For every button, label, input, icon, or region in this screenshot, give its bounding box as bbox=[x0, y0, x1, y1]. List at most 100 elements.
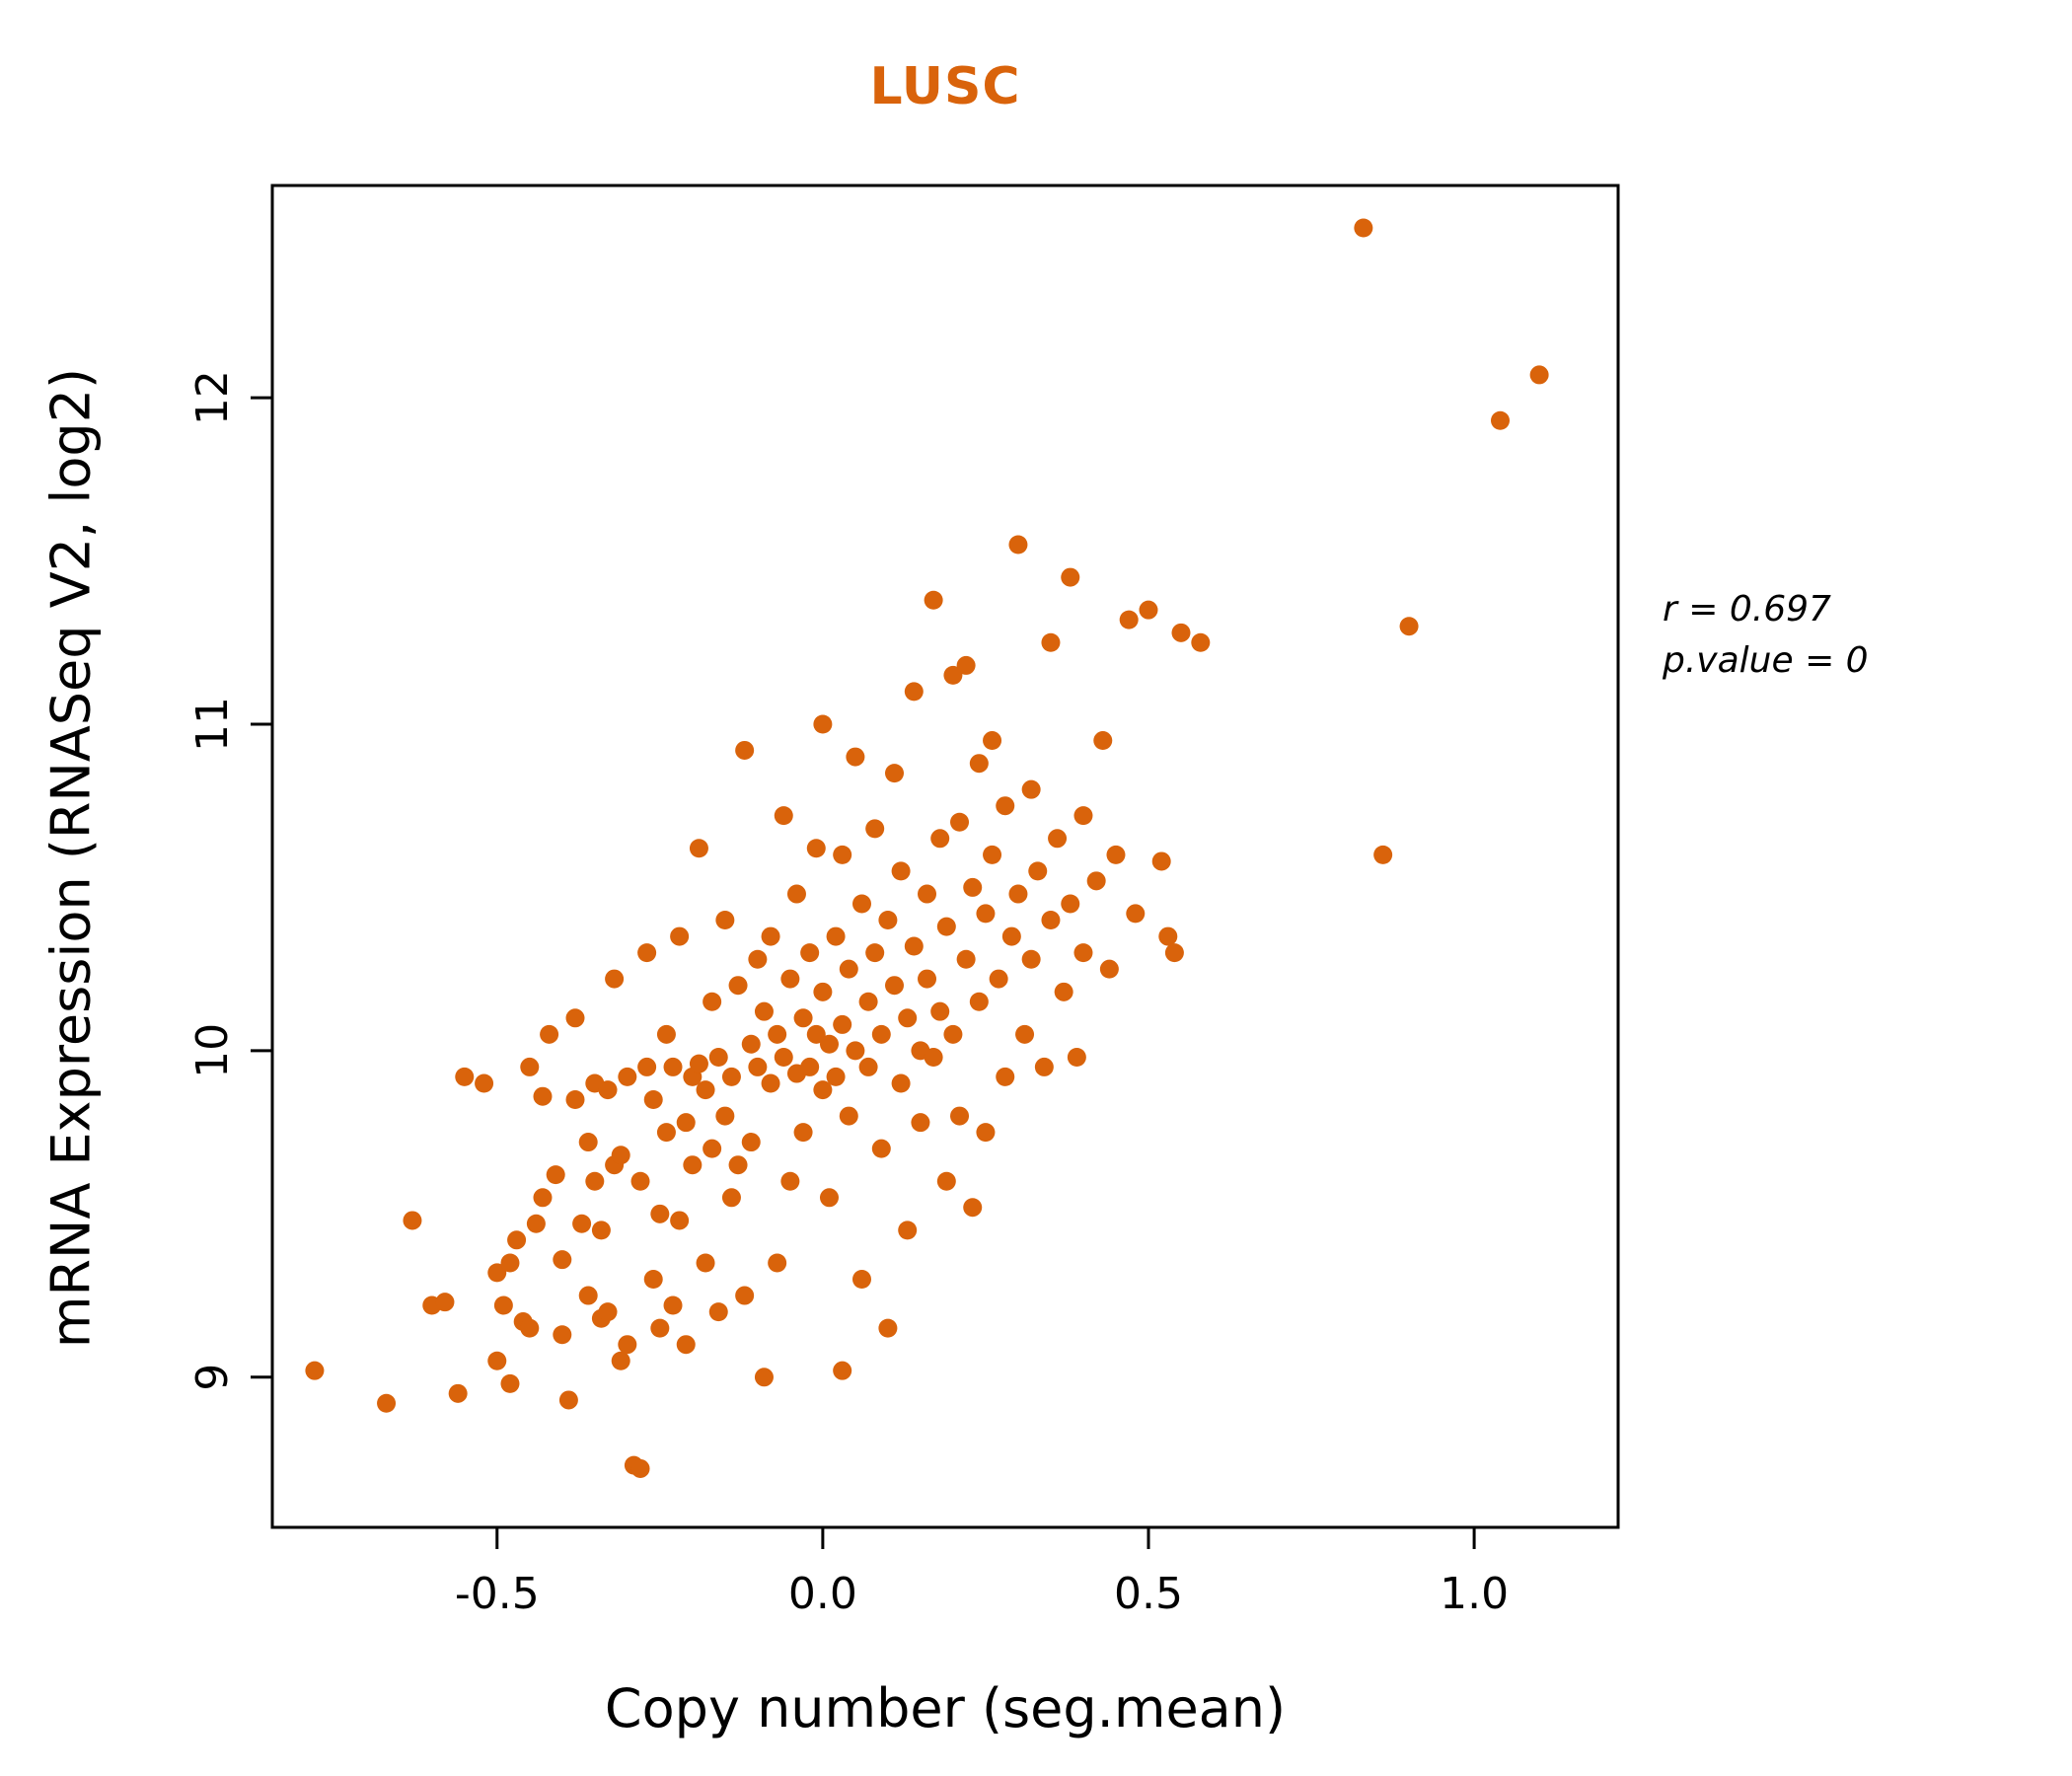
data-point bbox=[656, 1024, 676, 1044]
data-point bbox=[833, 1014, 852, 1034]
data-point bbox=[963, 877, 983, 897]
data-point bbox=[800, 1057, 820, 1076]
data-point bbox=[565, 1008, 585, 1028]
data-point bbox=[1099, 959, 1119, 979]
data-point bbox=[891, 1073, 911, 1093]
data-point bbox=[819, 1188, 839, 1208]
data-point bbox=[1106, 845, 1126, 864]
data-point bbox=[1028, 861, 1048, 881]
data-point bbox=[774, 806, 793, 826]
data-point bbox=[956, 949, 976, 969]
data-point bbox=[754, 1001, 774, 1021]
x-tick-label: 1.0 bbox=[1440, 1569, 1509, 1619]
data-point bbox=[943, 1024, 963, 1044]
data-point bbox=[1061, 894, 1080, 914]
data-point bbox=[403, 1211, 422, 1230]
data-point bbox=[754, 1368, 774, 1387]
data-point bbox=[826, 1067, 846, 1086]
data-point bbox=[983, 845, 1002, 864]
data-point bbox=[553, 1250, 572, 1270]
data-point bbox=[487, 1263, 507, 1283]
data-point bbox=[878, 911, 898, 930]
data-point bbox=[572, 1214, 592, 1233]
data-point bbox=[1191, 632, 1211, 652]
data-point bbox=[930, 1001, 950, 1021]
data-point bbox=[520, 1057, 540, 1076]
data-point bbox=[507, 1230, 527, 1250]
data-point bbox=[885, 976, 905, 996]
data-point bbox=[976, 1123, 996, 1143]
data-point bbox=[878, 1318, 898, 1338]
data-point bbox=[558, 1390, 578, 1410]
data-point bbox=[839, 959, 858, 979]
data-point bbox=[1048, 829, 1068, 849]
data-point bbox=[780, 1171, 800, 1191]
data-point bbox=[1354, 218, 1373, 238]
data-point bbox=[761, 926, 780, 946]
data-point bbox=[768, 1253, 787, 1273]
data-point bbox=[520, 1318, 540, 1338]
data-point bbox=[1067, 1048, 1086, 1068]
data-point bbox=[487, 1351, 507, 1370]
data-point bbox=[1021, 949, 1041, 969]
data-point bbox=[703, 992, 722, 1011]
data-point bbox=[663, 1057, 683, 1076]
data-point bbox=[708, 1302, 728, 1322]
data-point bbox=[1034, 1057, 1054, 1076]
data-point bbox=[611, 1351, 630, 1370]
data-point bbox=[455, 1067, 475, 1086]
data-point bbox=[813, 982, 833, 1001]
data-point bbox=[976, 904, 996, 924]
data-point bbox=[618, 1067, 637, 1086]
data-point bbox=[885, 764, 905, 783]
data-point bbox=[741, 1034, 761, 1054]
data-point bbox=[703, 1139, 722, 1158]
data-point bbox=[871, 1139, 891, 1158]
data-point bbox=[708, 1048, 728, 1068]
data-point bbox=[833, 1361, 852, 1380]
data-point bbox=[833, 845, 852, 864]
data-point bbox=[936, 1171, 956, 1191]
data-point bbox=[448, 1383, 468, 1403]
data-point bbox=[676, 1113, 696, 1133]
data-point bbox=[996, 796, 1015, 816]
data-point bbox=[650, 1204, 670, 1223]
data-point bbox=[813, 1080, 833, 1100]
data-point bbox=[553, 1325, 572, 1345]
data-point bbox=[1073, 943, 1093, 963]
plot-box bbox=[270, 184, 1620, 1529]
data-point bbox=[1021, 779, 1041, 799]
data-point bbox=[650, 1318, 670, 1338]
data-point bbox=[865, 819, 885, 839]
data-point bbox=[1399, 617, 1419, 636]
data-point bbox=[983, 731, 1002, 751]
data-point bbox=[996, 1067, 1015, 1086]
data-point bbox=[1491, 410, 1511, 430]
p-value-text: p.value = 0 bbox=[1663, 640, 1869, 682]
data-point bbox=[721, 1067, 741, 1086]
data-point bbox=[637, 1057, 657, 1076]
x-tick-label: -0.5 bbox=[455, 1569, 540, 1619]
data-point bbox=[786, 884, 806, 904]
data-point bbox=[565, 1090, 585, 1110]
data-point bbox=[630, 1171, 650, 1191]
data-point bbox=[670, 926, 690, 946]
x-tick-label: 0.5 bbox=[1114, 1569, 1183, 1619]
data-point bbox=[1073, 806, 1093, 826]
data-point bbox=[793, 1008, 813, 1028]
data-point bbox=[898, 1221, 918, 1240]
data-point bbox=[950, 1106, 970, 1126]
data-point bbox=[918, 884, 937, 904]
data-point bbox=[1529, 365, 1549, 385]
data-point bbox=[493, 1295, 513, 1315]
data-point bbox=[1041, 632, 1061, 652]
data-point bbox=[918, 969, 937, 989]
data-point bbox=[643, 1270, 663, 1290]
data-point bbox=[643, 1090, 663, 1110]
data-point bbox=[1139, 600, 1158, 620]
data-point bbox=[930, 829, 950, 849]
data-point bbox=[969, 754, 989, 774]
data-point bbox=[1126, 904, 1146, 924]
data-point bbox=[768, 1024, 787, 1044]
data-point bbox=[800, 943, 820, 963]
